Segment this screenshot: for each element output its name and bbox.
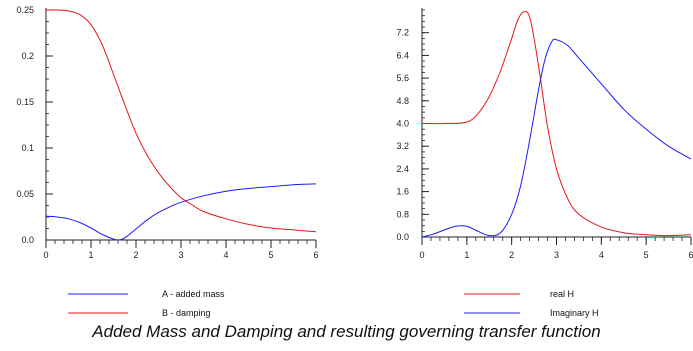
- legend-right: real H Imaginary H: [464, 289, 599, 318]
- y-tick-label: 5.6: [396, 73, 409, 83]
- x-tick-label: 4: [223, 250, 228, 260]
- legend-label: Imaginary H: [550, 308, 599, 318]
- y-tick-label: 0.8: [396, 209, 409, 219]
- y-tick-label: 0.0: [396, 232, 409, 242]
- y-tick-label: 6.4: [396, 50, 409, 60]
- y-tick-label: 0.2: [21, 51, 34, 61]
- y-tick-label: 4.8: [396, 96, 409, 106]
- x-tick-label: 2: [509, 250, 514, 260]
- y-tick-label: 4.0: [396, 119, 409, 129]
- series-line-real-h: [421, 10, 692, 237]
- y-tick-label: 0.15: [16, 97, 34, 107]
- y-tick-label: 2.4: [396, 164, 409, 174]
- x-tick-label: 6: [688, 250, 693, 260]
- chart-added-mass-damping: 0 1 2 3 4 5 6 0.0 0.05 0.1 0.15 0.2 0.25: [16, 5, 318, 260]
- x-tick-label: 2: [133, 250, 138, 260]
- y-tick-label: 0.05: [16, 189, 34, 199]
- series-line-imaginary-h: [421, 38, 692, 238]
- x-tick-label: 0: [419, 250, 424, 260]
- legend-label: real H: [550, 289, 574, 299]
- y-tick-label: 0.25: [16, 5, 34, 15]
- figure-caption: Added Mass and Damping and resulting gov…: [92, 322, 601, 341]
- y-tick-label: 0.1: [21, 143, 34, 153]
- y-tick-label: 0.0: [21, 235, 34, 245]
- x-tick-label: 5: [644, 250, 649, 260]
- legend-label: B - damping: [162, 308, 211, 318]
- legend-left: A - added mass B - damping: [68, 289, 225, 318]
- x-tick-label: 6: [313, 250, 318, 260]
- x-tick-label: 3: [554, 250, 559, 260]
- legend-label: A - added mass: [162, 289, 225, 299]
- x-tick-label: 0: [43, 250, 48, 260]
- series-line-b-damping: [45, 9, 317, 233]
- x-tick-label: 4: [599, 250, 604, 260]
- x-tick-label: 1: [88, 250, 93, 260]
- x-tick-label: 5: [268, 250, 273, 260]
- series-line-a-added-mass: [45, 183, 317, 241]
- x-tick-label: 1: [464, 250, 469, 260]
- x-tick-label: 3: [178, 250, 183, 260]
- y-tick-label: 1.6: [396, 187, 409, 197]
- chart-transfer-function: 0 1 2 3 4 5 6 0.0 0.8 1.6 2.4 3.2 4.0 4.8 5.6 6.4 7.2: [396, 8, 693, 260]
- y-tick-label: 3.2: [396, 141, 409, 151]
- y-tick-label: 7.2: [396, 28, 409, 38]
